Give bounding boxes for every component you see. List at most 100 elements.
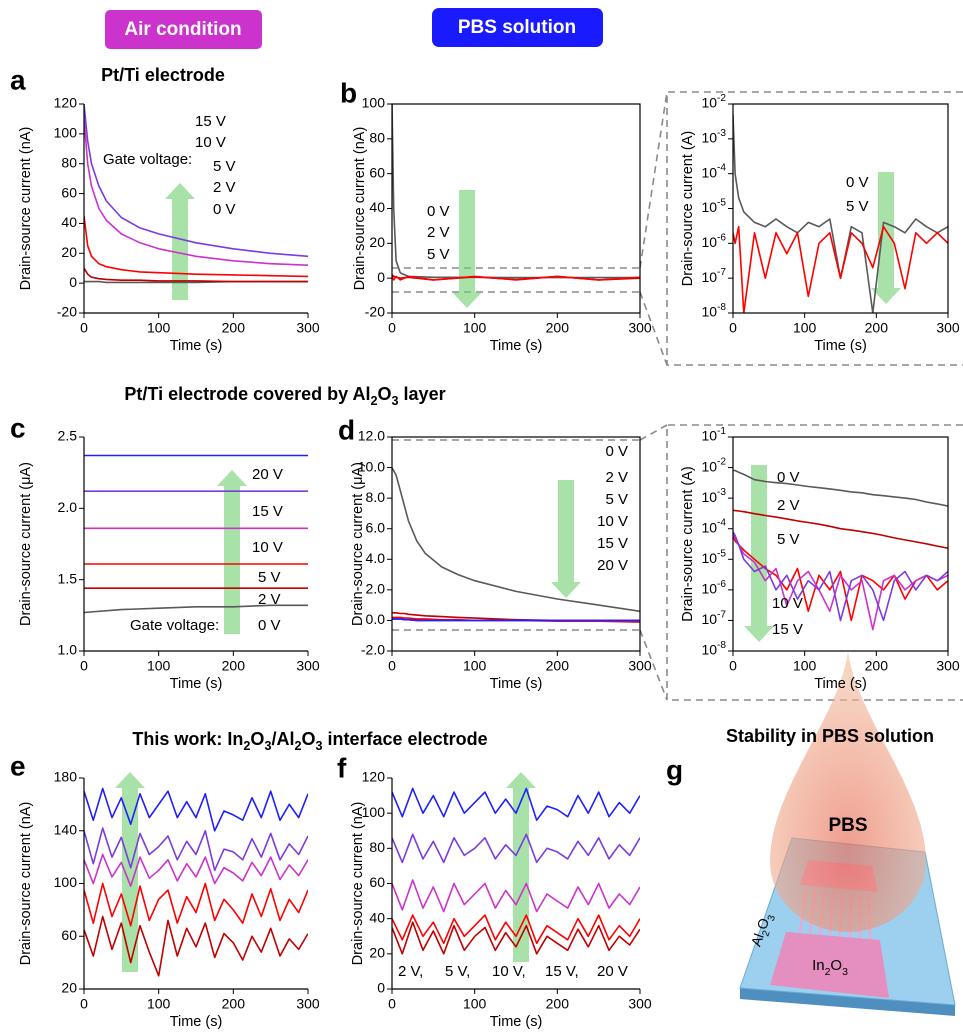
y-tick-label: 6.0: [366, 519, 386, 535]
series-label: 5 V: [605, 491, 628, 508]
y-tick-label: 2.0: [58, 499, 78, 515]
data-line: [392, 467, 640, 613]
series-label: 10 V: [195, 134, 226, 151]
y-tick-label: 1.5: [58, 570, 78, 586]
trend-arrow: [115, 772, 145, 972]
y-axis-label: Drain-source current (nA): [352, 127, 368, 291]
data-line: [733, 533, 948, 631]
chart: 0 V 5 V 10-8 10-7 10-6 10-5 10-4 10-3 10-2 0 100 20…: [680, 93, 960, 354]
x-tick-label: 200: [546, 996, 570, 1012]
y-tick-label: 100: [362, 804, 386, 820]
data-line: [733, 535, 948, 622]
data-line: [733, 531, 948, 622]
panel-letter: a: [10, 64, 26, 95]
schematic: [739, 652, 956, 1016]
x-axis-label: Time (s): [814, 338, 867, 354]
y-tick-label: 20: [369, 234, 385, 250]
data-line: [84, 787, 308, 832]
series-label: 0 V: [846, 174, 869, 191]
panel-letter: g: [666, 754, 683, 785]
y-tick-label: 60: [61, 184, 77, 200]
y-axis-label: Drain-source current (μA): [18, 462, 34, 626]
x-axis-label: Time (s): [490, 676, 543, 692]
section-title: Pt/Ti electrode covered by Al2O3 layer: [124, 384, 445, 409]
trend-arrow: [506, 772, 536, 962]
data-line: [392, 787, 640, 822]
series-label: 20 V: [252, 466, 283, 483]
x-tick-label: 0: [729, 320, 737, 336]
y-tick-label: 10-7: [701, 267, 726, 285]
trend-arrow: [551, 480, 581, 598]
chart: 0 V 2 V 5 V 10 V 15 V 20 V 1.0 1.5 2.0 2.5 0 100 200…: [10, 412, 320, 691]
y-tick-label: 10-5: [701, 198, 726, 216]
x-tick-label: 0: [388, 320, 396, 336]
series-label: 2 V: [605, 469, 628, 486]
air-header: Air condition: [124, 19, 241, 40]
data-line: [84, 604, 308, 614]
x-tick-label: 300: [936, 320, 960, 336]
series-label: 2 V: [777, 497, 800, 514]
series-label: 5 V: [846, 198, 869, 215]
annotation: Gate voltage:: [103, 151, 192, 168]
x-tick-label: 300: [296, 320, 320, 336]
y-tick-label: 2.0: [366, 581, 386, 597]
x-tick-label: 0: [729, 658, 737, 674]
trend-arrow: [165, 183, 195, 300]
y-tick-label: 10-3: [701, 128, 726, 146]
y-tick-label: 10-7: [701, 610, 726, 628]
series-label: 0 V: [213, 201, 236, 218]
y-tick-label: -20: [57, 304, 77, 320]
x-tick-label: 200: [865, 320, 889, 336]
data-line: [733, 469, 948, 507]
x-tick-label: 100: [463, 996, 487, 1012]
y-tick-label: -20: [365, 304, 385, 320]
y-tick-label: 20: [61, 244, 77, 260]
series-label: 20 V: [597, 963, 628, 980]
y-tick-label: 10-8: [701, 640, 726, 658]
x-tick-label: 100: [793, 658, 817, 674]
y-tick-label: 10.0: [358, 458, 385, 474]
x-axis-label: Time (s): [814, 676, 867, 692]
data-line: [733, 509, 948, 549]
series-label: 15 V: [195, 113, 226, 130]
series-label: 10 V: [252, 539, 283, 556]
section-title: This work: In2O3/Al2O3 interface electro…: [132, 729, 487, 754]
x-axis-label: Time (s): [490, 1014, 543, 1030]
y-tick-label: 10-4: [701, 163, 726, 181]
y-axis-label: Drain-source current (nA): [350, 802, 366, 966]
x-tick-label: 100: [463, 320, 487, 336]
data-line: [392, 921, 640, 955]
series-label: 2 V: [213, 179, 236, 196]
x-tick-label: 100: [147, 320, 171, 336]
y-tick-label: 100: [362, 95, 386, 111]
x-tick-label: 300: [628, 320, 652, 336]
x-tick-label: 300: [296, 658, 320, 674]
y-tick-label: 10-8: [701, 302, 726, 320]
y-tick-label: 140: [54, 821, 78, 837]
y-tick-label: 100: [54, 874, 78, 890]
y-tick-label: 120: [362, 769, 386, 785]
x-axis-label: Time (s): [170, 676, 223, 692]
y-tick-label: -2.0: [361, 642, 385, 658]
y-tick-label: 60: [61, 927, 77, 943]
chart: 0 V 2 V 5 V 10 V 15 V 10-8 10-7 10-6 10-5 10-4 10-…: [680, 426, 960, 692]
y-tick-label: 1.0: [58, 642, 78, 658]
x-tick-label: 100: [147, 996, 171, 1012]
y-tick-label: 10-1: [701, 426, 726, 444]
chart: 2 V, 5 V, 10 V, 15 V, 20 V 0 20 40 60 80 100 120 0 10…: [337, 752, 652, 1029]
y-tick-label: 100: [54, 125, 78, 141]
chart: 20 60 100 140 180 0 100 200 300 Time (s) Drain-sou…: [10, 750, 320, 1029]
y-tick-label: 80: [369, 130, 385, 146]
y-tick-label: 10-6: [701, 579, 726, 597]
y-axis-label: Drain-source current (A): [680, 466, 696, 622]
substrate-side: [740, 988, 955, 1016]
series-label: 20 V: [597, 557, 628, 574]
series-label: 15 V: [772, 621, 803, 638]
series-label: 2 V: [258, 591, 281, 608]
x-tick-label: 100: [793, 320, 817, 336]
data-line: [84, 915, 308, 977]
x-tick-label: 0: [80, 320, 88, 336]
x-tick-label: 300: [296, 996, 320, 1012]
